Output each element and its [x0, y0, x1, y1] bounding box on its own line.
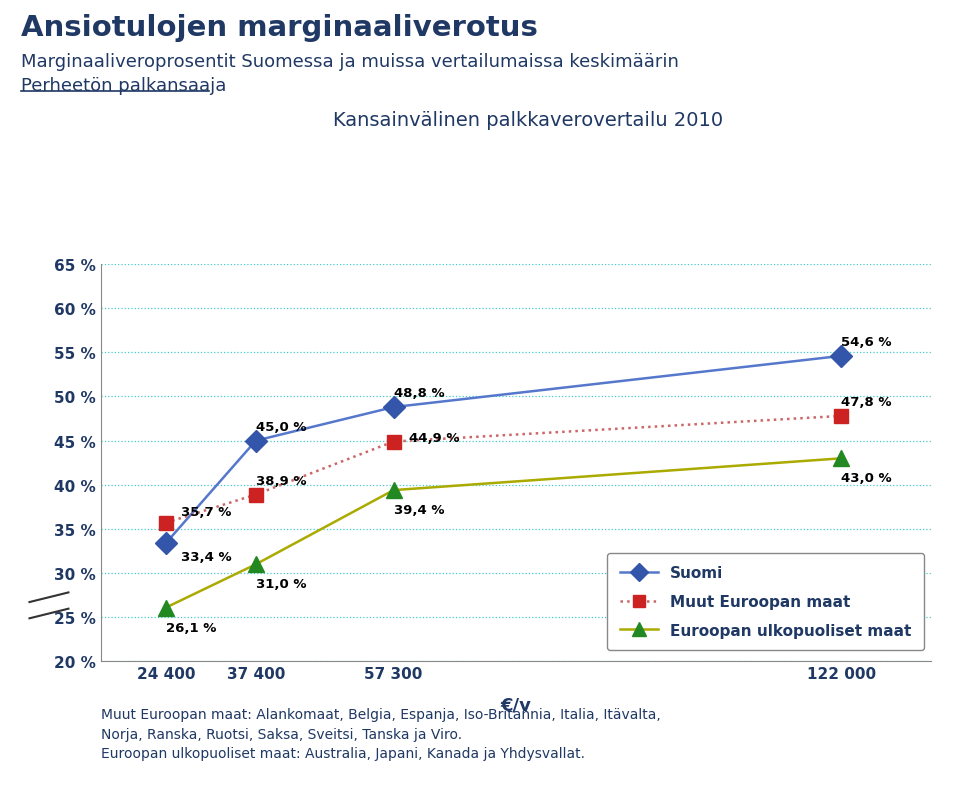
Text: Norja, Ranska, Ruotsi, Saksa, Sveitsi, Tanska ja Viro.: Norja, Ranska, Ruotsi, Saksa, Sveitsi, T…	[101, 727, 462, 740]
Text: Ansiotulojen marginaaliverotus: Ansiotulojen marginaaliverotus	[21, 14, 538, 43]
Suomi	[250, 436, 261, 446]
Text: Kansainvälinen palkkaverovertailu 2010: Kansainvälinen palkkaverovertailu 2010	[333, 111, 723, 130]
Suomi	[160, 539, 172, 549]
Muut Euroopan maat	[250, 490, 261, 500]
Muut Euroopan maat	[835, 411, 847, 421]
Euroopan ulkopuoliset maat	[835, 454, 847, 464]
Euroopan ulkopuoliset maat	[160, 603, 172, 613]
Line: Muut Euroopan maat: Muut Euroopan maat	[159, 410, 849, 530]
Suomi	[388, 403, 399, 412]
Text: 45,0 %: 45,0 %	[255, 420, 306, 433]
Text: 31,0 %: 31,0 %	[255, 577, 306, 590]
X-axis label: €/v: €/v	[500, 695, 532, 713]
Muut Euroopan maat	[388, 437, 399, 447]
Text: Euroopan ulkopuoliset maat: Australia, Japani, Kanada ja Yhdysvallat.: Euroopan ulkopuoliset maat: Australia, J…	[101, 746, 585, 759]
Legend: Suomi, Muut Euroopan maat, Euroopan ulkopuoliset maat: Suomi, Muut Euroopan maat, Euroopan ulko…	[608, 553, 924, 650]
Line: Euroopan ulkopuoliset maat: Euroopan ulkopuoliset maat	[157, 451, 850, 616]
Text: 47,8 %: 47,8 %	[841, 396, 892, 409]
Euroopan ulkopuoliset maat	[250, 560, 261, 569]
Text: 38,9 %: 38,9 %	[255, 474, 306, 488]
Text: 43,0 %: 43,0 %	[841, 472, 892, 484]
Line: Suomi: Suomi	[158, 349, 849, 551]
Text: Muut Euroopan maat: Alankomaat, Belgia, Espanja, Iso-Britannia, Italia, Itävalta: Muut Euroopan maat: Alankomaat, Belgia, …	[101, 707, 660, 721]
Text: 39,4 %: 39,4 %	[394, 504, 444, 516]
Text: Perheetön palkansaaja: Perheetön palkansaaja	[21, 77, 227, 95]
Text: 33,4 %: 33,4 %	[181, 550, 231, 563]
Suomi	[835, 351, 847, 361]
Muut Euroopan maat	[160, 518, 172, 528]
Text: 54,6 %: 54,6 %	[841, 336, 892, 349]
Euroopan ulkopuoliset maat	[388, 486, 399, 496]
Text: Marginaaliveroprosentit Suomessa ja muissa vertailumaissa keskimäärin: Marginaaliveroprosentit Suomessa ja muis…	[21, 53, 679, 71]
Text: 26,1 %: 26,1 %	[166, 621, 216, 634]
Text: 48,8 %: 48,8 %	[394, 387, 444, 400]
Text: 44,9 %: 44,9 %	[409, 431, 459, 444]
Text: 35,7 %: 35,7 %	[181, 505, 231, 518]
